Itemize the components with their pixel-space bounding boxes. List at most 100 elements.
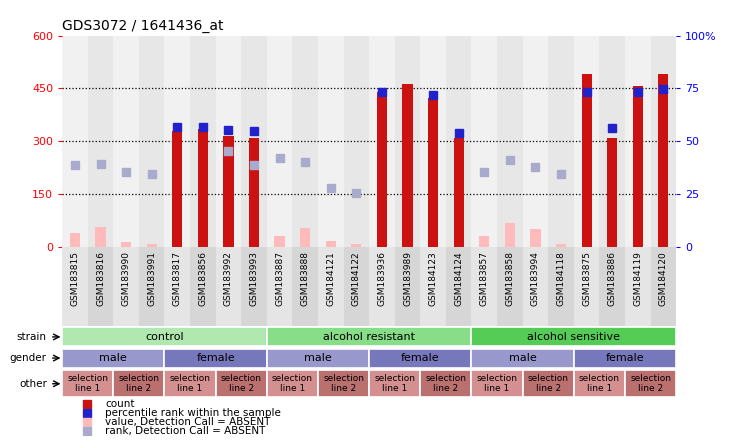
- Text: rank, Detection Call = ABSENT: rank, Detection Call = ABSENT: [105, 427, 265, 436]
- Bar: [249, 139, 259, 247]
- Bar: [62, 247, 88, 326]
- Text: GSM183856: GSM183856: [198, 251, 208, 306]
- Bar: [497, 36, 523, 247]
- Text: GSM183858: GSM183858: [505, 251, 515, 306]
- Text: GSM183817: GSM183817: [173, 251, 182, 306]
- Bar: [95, 226, 106, 247]
- Bar: [625, 370, 676, 397]
- Text: selection
line 1: selection line 1: [579, 374, 620, 393]
- Bar: [471, 370, 523, 397]
- Bar: [164, 370, 216, 397]
- Bar: [62, 327, 267, 346]
- Bar: [428, 98, 439, 247]
- Bar: [651, 247, 676, 326]
- Bar: [651, 36, 676, 247]
- Bar: [625, 36, 651, 247]
- Bar: [267, 349, 369, 368]
- Bar: [574, 36, 599, 247]
- Text: male: male: [304, 353, 332, 363]
- Bar: [62, 36, 88, 247]
- Bar: [607, 139, 617, 247]
- Text: GSM183992: GSM183992: [224, 251, 233, 306]
- Text: GSM184121: GSM184121: [326, 251, 336, 306]
- Text: GSM183991: GSM183991: [147, 251, 156, 306]
- Text: selection
line 2: selection line 2: [221, 374, 262, 393]
- Bar: [146, 243, 156, 247]
- Text: gender: gender: [10, 353, 47, 363]
- Text: value, Detection Call = ABSENT: value, Detection Call = ABSENT: [105, 417, 270, 428]
- Text: GSM183875: GSM183875: [582, 251, 591, 306]
- Text: alcohol sensitive: alcohol sensitive: [527, 332, 621, 342]
- Bar: [62, 370, 113, 397]
- Text: selection
line 1: selection line 1: [67, 374, 108, 393]
- Bar: [318, 36, 344, 247]
- Text: GSM183815: GSM183815: [70, 251, 80, 306]
- Bar: [300, 228, 311, 247]
- Text: selection
line 2: selection line 2: [425, 374, 466, 393]
- Bar: [574, 370, 625, 397]
- Bar: [164, 36, 190, 247]
- Bar: [420, 36, 446, 247]
- Bar: [523, 370, 574, 397]
- Text: GSM183857: GSM183857: [480, 251, 489, 306]
- Text: female: female: [401, 353, 439, 363]
- Bar: [377, 92, 387, 247]
- Bar: [599, 36, 625, 247]
- Bar: [62, 349, 164, 368]
- Bar: [139, 247, 164, 326]
- Text: GSM184120: GSM184120: [659, 251, 668, 306]
- Bar: [471, 36, 497, 247]
- Bar: [121, 242, 132, 247]
- Text: GSM183990: GSM183990: [121, 251, 131, 306]
- Text: GSM184118: GSM184118: [556, 251, 566, 306]
- Bar: [292, 36, 318, 247]
- Bar: [164, 247, 190, 326]
- Bar: [197, 129, 208, 247]
- Bar: [659, 74, 668, 247]
- Text: GSM183994: GSM183994: [531, 251, 540, 306]
- Bar: [241, 36, 267, 247]
- Bar: [497, 247, 523, 326]
- Text: GDS3072 / 1641436_at: GDS3072 / 1641436_at: [62, 19, 224, 33]
- Bar: [292, 247, 318, 326]
- Bar: [599, 247, 625, 326]
- Bar: [164, 349, 267, 368]
- Bar: [556, 243, 566, 247]
- Text: control: control: [145, 332, 183, 342]
- Text: GSM183993: GSM183993: [249, 251, 259, 306]
- Bar: [173, 131, 183, 247]
- Text: count: count: [105, 399, 135, 409]
- Bar: [574, 349, 676, 368]
- Text: selection
line 2: selection line 2: [630, 374, 671, 393]
- Text: GSM183888: GSM183888: [300, 251, 310, 306]
- Bar: [523, 247, 548, 326]
- Bar: [88, 36, 113, 247]
- Bar: [446, 247, 471, 326]
- Bar: [471, 327, 676, 346]
- Bar: [369, 36, 395, 247]
- Text: GSM184123: GSM184123: [428, 251, 438, 306]
- Text: male: male: [99, 353, 127, 363]
- Text: percentile rank within the sample: percentile rank within the sample: [105, 408, 281, 418]
- Bar: [582, 74, 592, 247]
- Bar: [369, 349, 471, 368]
- Bar: [369, 370, 420, 397]
- Bar: [395, 36, 420, 247]
- Text: GSM183816: GSM183816: [96, 251, 105, 306]
- Bar: [267, 370, 318, 397]
- Bar: [113, 247, 139, 326]
- Bar: [574, 247, 599, 326]
- Bar: [190, 36, 216, 247]
- Text: GSM184119: GSM184119: [633, 251, 643, 306]
- Bar: [216, 370, 267, 397]
- Text: selection
line 1: selection line 1: [170, 374, 211, 393]
- Bar: [70, 233, 80, 247]
- Text: selection
line 2: selection line 2: [323, 374, 364, 393]
- Bar: [352, 243, 362, 247]
- Bar: [267, 327, 471, 346]
- Bar: [625, 247, 651, 326]
- Bar: [344, 247, 369, 326]
- Bar: [318, 247, 344, 326]
- Text: GSM183886: GSM183886: [607, 251, 617, 306]
- Text: selection
line 1: selection line 1: [374, 374, 415, 393]
